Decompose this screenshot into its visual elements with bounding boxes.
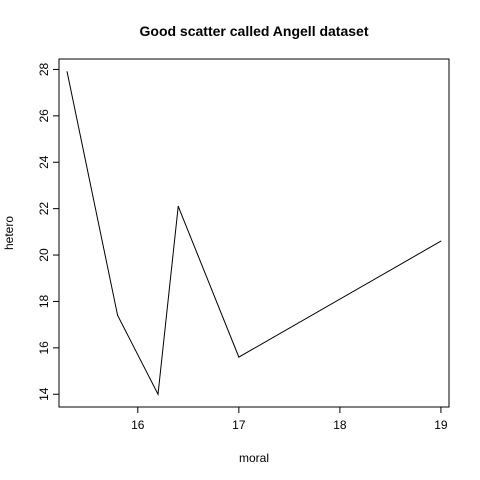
y-tick-label: 16: [37, 341, 51, 355]
y-tick-label: 14: [37, 387, 51, 401]
series-line: [66, 71, 442, 396]
x-tick-label: 19: [434, 418, 448, 432]
x-axis: 16 17 18 19: [131, 406, 448, 432]
y-axis: 14 16 18 20 22 24 26 28: [37, 62, 60, 401]
y-tick-label: 26: [37, 109, 51, 123]
x-tick-label: 16: [131, 418, 145, 432]
y-tick-label: 18: [37, 294, 51, 308]
data-point: [157, 393, 159, 395]
y-tick-label: 20: [37, 248, 51, 262]
data-point: [117, 314, 119, 316]
x-axis-label: moral: [239, 451, 269, 465]
y-tick-label: 28: [37, 62, 51, 76]
x-tick-label: 17: [232, 418, 246, 432]
data-point: [238, 356, 240, 358]
y-axis-label: hetero: [2, 216, 16, 250]
data-point: [177, 205, 179, 207]
chart-title: Good scatter called Angell dataset: [140, 23, 369, 39]
series-group: [66, 71, 442, 396]
y-tick-label: 22: [37, 202, 51, 216]
y-tick-label: 24: [37, 155, 51, 169]
data-point: [440, 240, 442, 242]
plot-area: [58, 58, 450, 408]
data-point: [66, 71, 68, 73]
x-tick-label: 18: [333, 418, 347, 432]
